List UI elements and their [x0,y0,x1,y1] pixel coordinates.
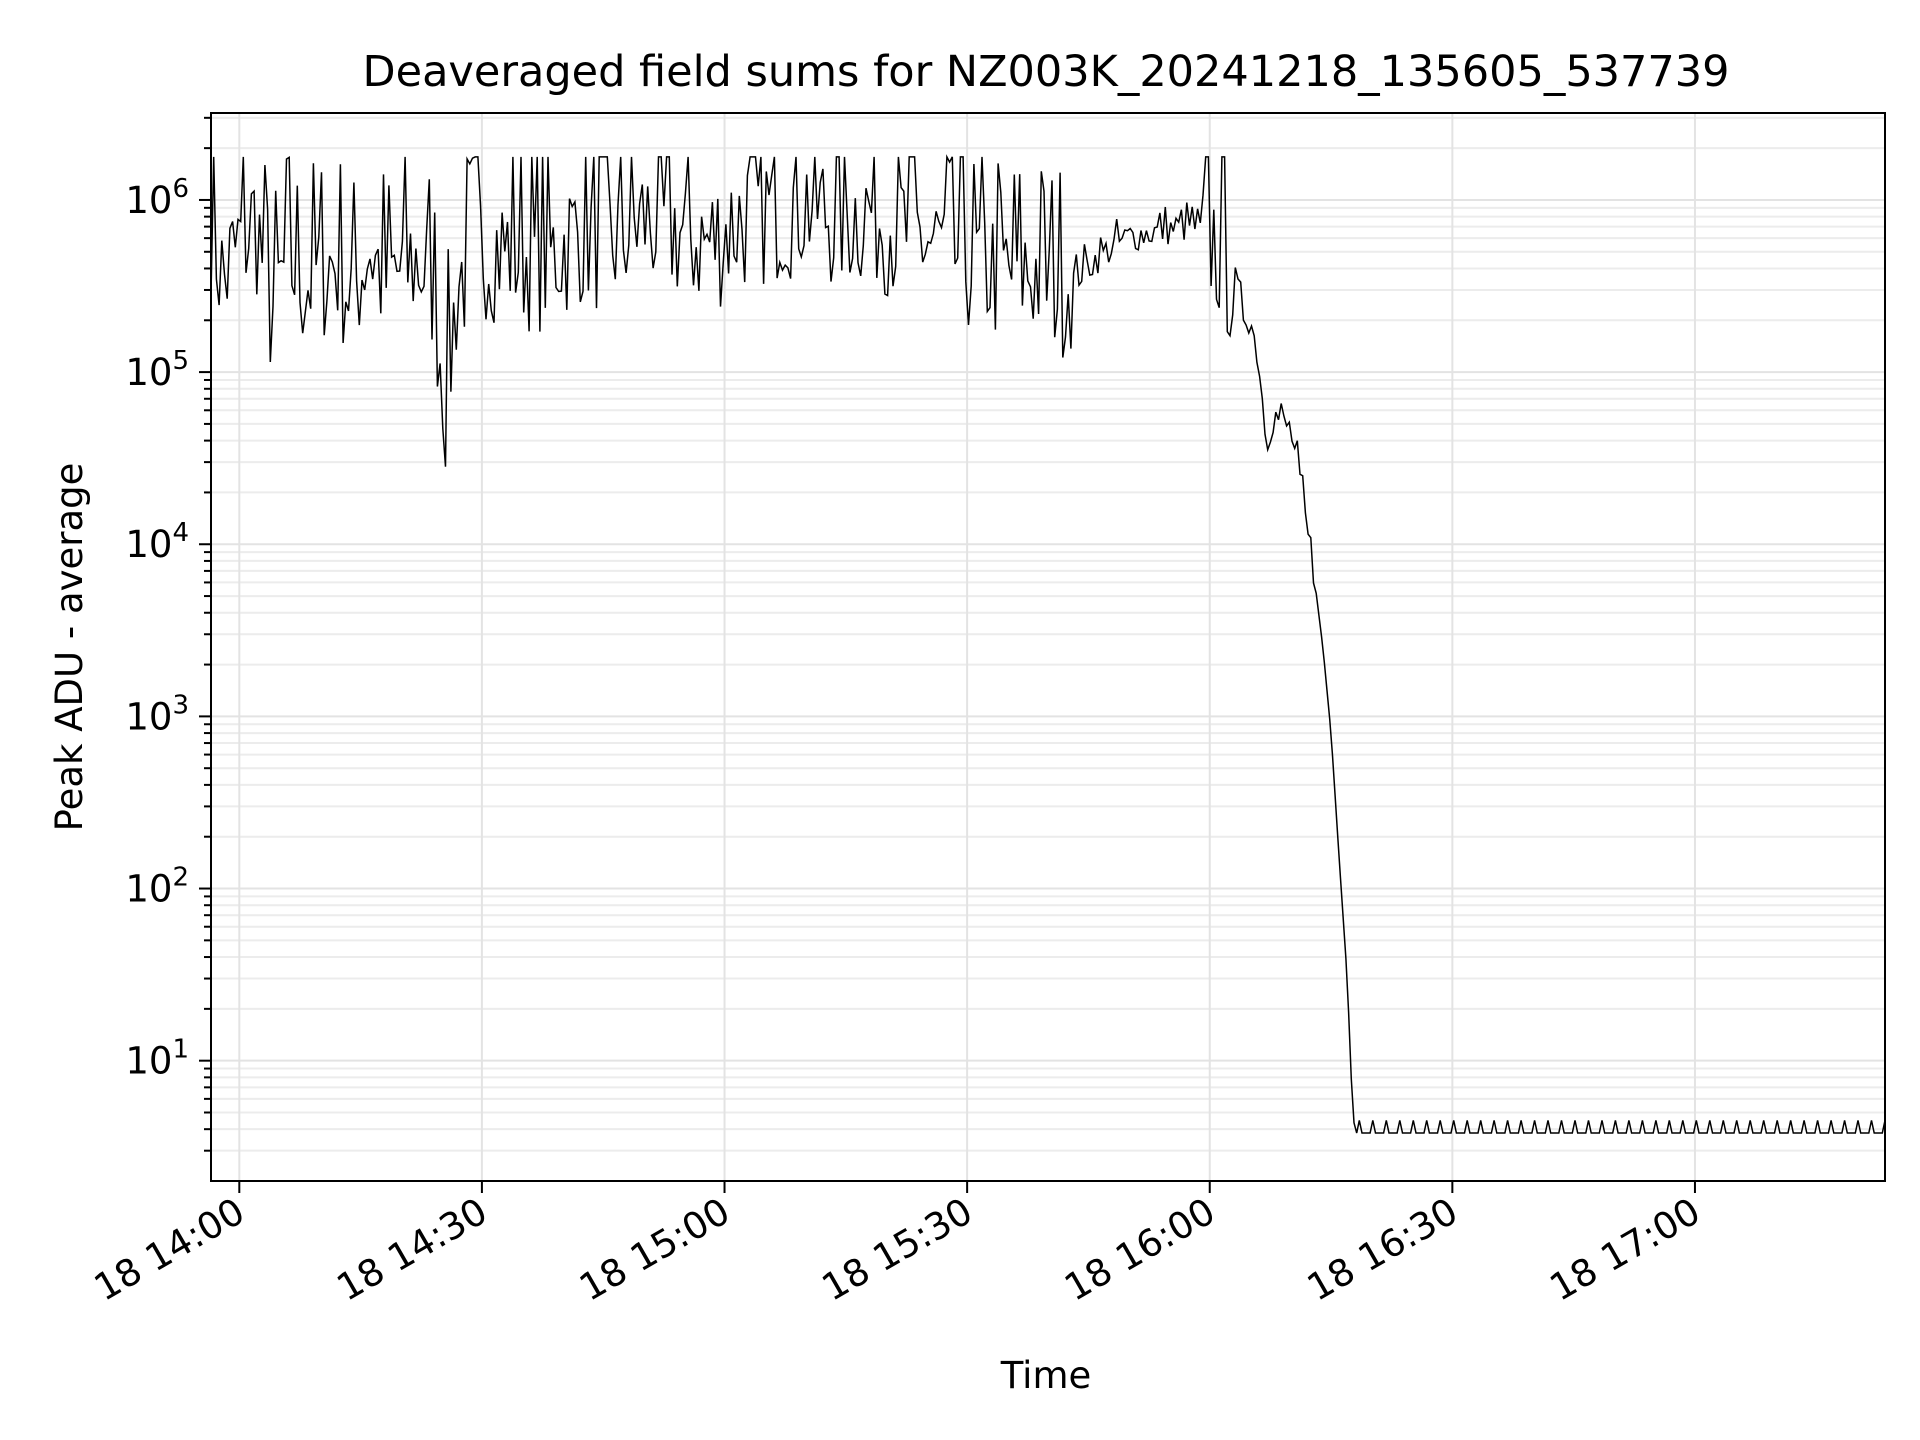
y-tick-label: 101 [125,1035,189,1083]
y-tick-label: 102 [125,863,189,911]
series-line [210,154,1886,1134]
y-axis-label: Peak ADU - average [48,463,91,832]
y-tick-label: 106 [125,174,189,222]
y-axis: 101 102 103 104 105 106 [125,116,211,1152]
y-tick-label: 103 [125,690,189,738]
grid [211,113,1885,1181]
chart-title: Deaveraged field sums for NZ003K_2024121… [363,47,1730,97]
x-axis-label: Time [1000,1354,1092,1397]
y-tick-label: 105 [125,346,189,394]
y-tick-label: 104 [125,518,189,566]
series-layer [210,154,1886,1134]
plot-frame [210,112,1886,1182]
